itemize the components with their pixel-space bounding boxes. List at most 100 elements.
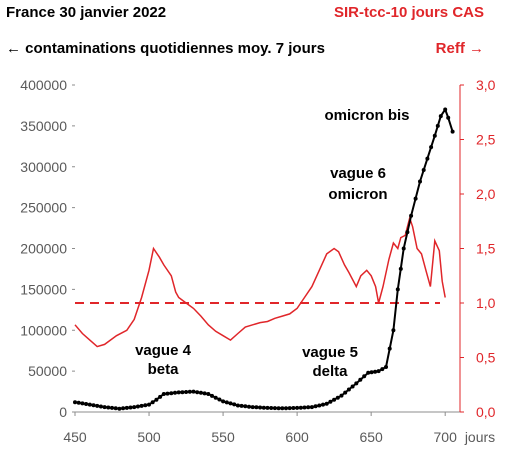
contaminations-point — [321, 402, 325, 407]
contaminations-point — [161, 392, 166, 396]
contaminations-point — [80, 401, 85, 406]
contaminations-point — [154, 397, 159, 402]
contaminations-point — [87, 402, 92, 407]
contaminations-point — [421, 168, 426, 172]
annotation-vague6: vague 6 — [330, 165, 386, 182]
contaminations-point — [84, 402, 89, 406]
annotation-vague4: vague 4 — [135, 342, 192, 359]
contaminations-point — [335, 395, 340, 400]
contaminations-point — [313, 404, 318, 409]
contaminations-point — [202, 391, 207, 396]
contaminations-point — [221, 399, 226, 404]
left-tick-label: 350000 — [20, 118, 67, 134]
x-axis-label: jours — [464, 429, 495, 445]
contaminations-point — [358, 377, 363, 382]
contaminations-point — [343, 390, 348, 395]
left-tick-label: 300000 — [20, 159, 67, 175]
contaminations-point — [98, 404, 103, 409]
contaminations-point — [261, 405, 266, 410]
left-axis-title: ← contaminations quotidiennes moy. 7 jou… — [6, 40, 325, 57]
x-tick-label: 600 — [285, 429, 309, 445]
contaminations-point — [254, 405, 259, 410]
contaminations-point — [102, 405, 107, 410]
contaminations-point — [298, 405, 303, 410]
right-tick-label: 3,0 — [476, 77, 496, 93]
contaminations-point — [413, 196, 418, 201]
contaminations-point — [339, 393, 344, 398]
contaminations-point — [306, 405, 311, 410]
contaminations-point — [391, 328, 396, 333]
right-tick-label: 0,5 — [476, 350, 496, 366]
contaminations-point — [198, 390, 203, 395]
contaminations-point — [176, 390, 181, 395]
contaminations-point — [206, 392, 211, 396]
contaminations-point — [76, 400, 81, 405]
contaminations-point — [401, 246, 406, 251]
reff-line — [74, 215, 446, 348]
contaminations-point — [432, 133, 437, 138]
contaminations-point — [450, 129, 455, 134]
contaminations-point — [295, 405, 300, 410]
right-tick-label: 0,0 — [476, 404, 496, 420]
annotation-vague4: beta — [148, 361, 180, 378]
contaminations-point — [210, 393, 214, 398]
left-tick-label: 200000 — [20, 241, 67, 257]
contaminations-point — [132, 405, 137, 410]
right-axis-title: Reff → — [435, 40, 484, 57]
contaminations-point — [280, 406, 285, 411]
right-tick-label: 1,5 — [476, 241, 496, 257]
left-tick-label: 0 — [59, 404, 67, 420]
contaminations-point — [73, 400, 77, 405]
contaminations-point — [332, 397, 337, 402]
contaminations-point — [376, 369, 381, 374]
contaminations-point — [187, 389, 192, 394]
contaminations-point — [346, 387, 351, 392]
x-tick-label: 700 — [434, 429, 458, 445]
contaminations-point — [309, 405, 314, 410]
contaminations-point — [150, 400, 155, 405]
contaminations-point — [272, 406, 277, 411]
contaminations-point — [291, 406, 296, 410]
contaminations-point — [328, 399, 333, 404]
contaminations-point — [369, 370, 374, 375]
contaminations-point — [91, 403, 96, 408]
contaminations-point — [438, 114, 443, 119]
x-tick-label: 500 — [137, 429, 161, 445]
contaminations-point — [384, 365, 388, 369]
contaminations-point — [258, 405, 263, 410]
contaminations-point — [443, 107, 448, 112]
contaminations-point — [287, 406, 292, 411]
contaminations-point — [191, 389, 196, 394]
contaminations-point — [269, 406, 274, 410]
contaminations-point — [158, 394, 163, 399]
contaminations-point — [169, 391, 174, 396]
contaminations-point — [387, 346, 392, 351]
left-tick-label: 400000 — [20, 77, 67, 93]
contaminations-point — [121, 406, 126, 411]
x-tick-label: 650 — [359, 429, 383, 445]
contaminations-point — [195, 390, 200, 395]
contaminations-point — [366, 370, 371, 375]
contaminations-point — [324, 401, 329, 406]
x-tick-label: 450 — [63, 429, 87, 445]
contaminations-point — [243, 404, 248, 409]
contaminations-point — [135, 404, 140, 409]
annotation-vague5: delta — [312, 363, 348, 380]
annotation-vague5: vague 5 — [302, 344, 358, 361]
contaminations-point — [362, 374, 367, 379]
left-tick-label: 100000 — [20, 322, 67, 338]
contaminations-point — [395, 287, 400, 292]
left-tick-label: 250000 — [20, 200, 67, 216]
contaminations-point — [276, 406, 281, 411]
contaminations-point — [147, 402, 151, 407]
contaminations-point — [429, 145, 434, 150]
contaminations-point — [425, 156, 430, 161]
contaminations-point — [113, 406, 118, 411]
contaminations-point — [124, 405, 129, 410]
contaminations-point — [380, 367, 385, 372]
contaminations-point — [405, 230, 410, 235]
contaminations-point — [165, 391, 170, 396]
contaminations-point — [317, 403, 322, 408]
contaminations-point — [409, 213, 414, 218]
